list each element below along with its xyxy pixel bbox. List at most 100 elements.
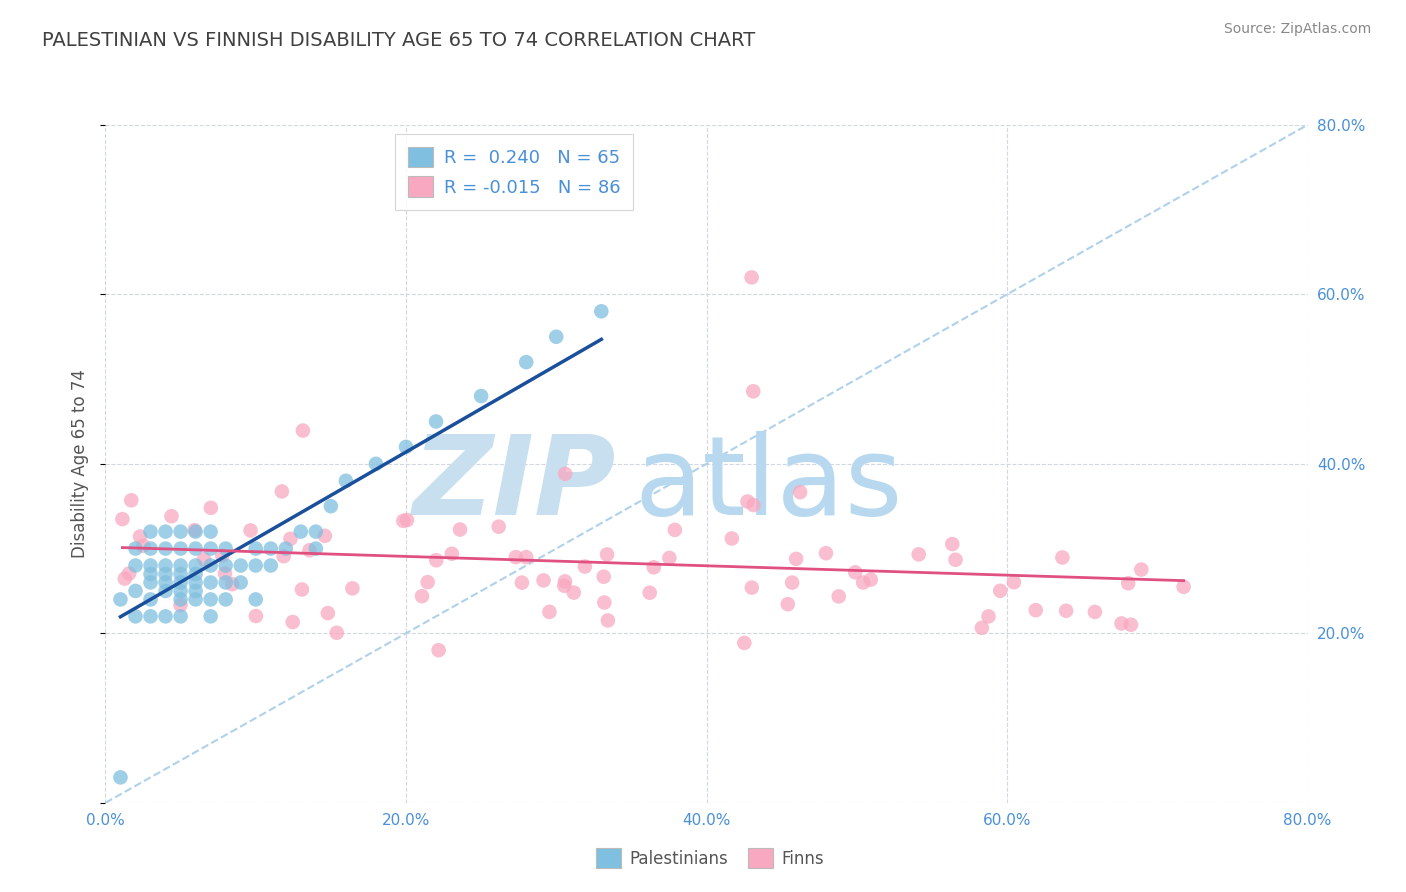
Point [538, 605, 561, 619]
Point [510, 575, 533, 590]
Point [184, 541, 207, 556]
Point [1111, 616, 1133, 631]
Point [395, 513, 418, 527]
Point [124, 609, 146, 624]
Point [200, 558, 222, 573]
Point [1054, 604, 1077, 618]
Point [970, 621, 993, 635]
Point [169, 609, 191, 624]
Point [515, 355, 537, 369]
Point [395, 440, 418, 454]
Legend: R =  0.240   N = 65, R = -0.015   N = 86: R = 0.240 N = 65, R = -0.015 N = 86 [395, 134, 633, 210]
Point [200, 524, 222, 539]
Point [239, 524, 262, 538]
Point [229, 575, 252, 590]
Point [139, 541, 162, 556]
Point [941, 537, 963, 551]
Point [742, 384, 765, 399]
Point [342, 582, 364, 596]
Point [305, 541, 328, 556]
Point [245, 558, 267, 573]
Point [785, 552, 807, 566]
Point [319, 500, 342, 514]
Point [214, 566, 236, 581]
Point [488, 519, 510, 533]
Point [124, 558, 146, 573]
Point [155, 584, 177, 599]
Point [291, 582, 314, 597]
Point [364, 457, 387, 471]
Point [1002, 575, 1025, 590]
Point [554, 574, 576, 589]
Point [129, 529, 152, 543]
Point [139, 567, 162, 582]
Point [470, 389, 492, 403]
Point [200, 500, 222, 515]
Point [110, 770, 132, 785]
Point [221, 577, 243, 591]
Point [110, 592, 132, 607]
Point [139, 592, 162, 607]
Point [789, 485, 811, 500]
Point [945, 553, 967, 567]
Point [169, 541, 191, 556]
Point [314, 529, 336, 543]
Point [200, 592, 222, 607]
Point [260, 558, 283, 573]
Point [214, 541, 236, 556]
Point [114, 572, 136, 586]
Point [290, 524, 312, 539]
Point [155, 541, 177, 556]
Point [120, 493, 142, 508]
Point [776, 597, 799, 611]
Text: ZIP: ZIP [413, 431, 616, 538]
Point [554, 467, 576, 481]
Point [844, 566, 866, 580]
Text: atlas: atlas [634, 431, 903, 538]
Point [553, 579, 575, 593]
Point [169, 524, 191, 539]
Point [155, 524, 177, 539]
Point [214, 592, 236, 607]
Point [1130, 563, 1153, 577]
Point [742, 498, 765, 512]
Point [305, 524, 328, 539]
Point [859, 573, 882, 587]
Point [449, 523, 471, 537]
Point [270, 484, 292, 499]
Point [118, 566, 141, 581]
Point [852, 575, 875, 590]
Point [326, 625, 349, 640]
Point [229, 558, 252, 573]
Point [1173, 580, 1195, 594]
Legend: Palestinians, Finns: Palestinians, Finns [588, 839, 832, 877]
Point [1116, 576, 1139, 591]
Point [1052, 550, 1074, 565]
Point [139, 524, 162, 539]
Point [1084, 605, 1107, 619]
Point [596, 548, 619, 562]
Point [281, 615, 304, 629]
Point [111, 512, 134, 526]
Point [160, 509, 183, 524]
Point [658, 550, 681, 565]
Point [425, 553, 447, 567]
Point [741, 270, 763, 285]
Point [416, 575, 439, 590]
Point [643, 560, 665, 574]
Point [638, 585, 661, 599]
Point [132, 539, 155, 553]
Point [184, 567, 207, 582]
Point [183, 523, 205, 537]
Point [546, 330, 568, 344]
Point [515, 550, 537, 565]
Point [828, 590, 851, 604]
Point [200, 541, 222, 556]
Point [733, 636, 755, 650]
Point [184, 592, 207, 607]
Point [169, 558, 191, 573]
Point [155, 567, 177, 582]
Point [907, 547, 929, 561]
Text: PALESTINIAN VS FINNISH DISABILITY AGE 65 TO 74 CORRELATION CHART: PALESTINIAN VS FINNISH DISABILITY AGE 65… [42, 31, 755, 50]
Point [245, 592, 267, 607]
